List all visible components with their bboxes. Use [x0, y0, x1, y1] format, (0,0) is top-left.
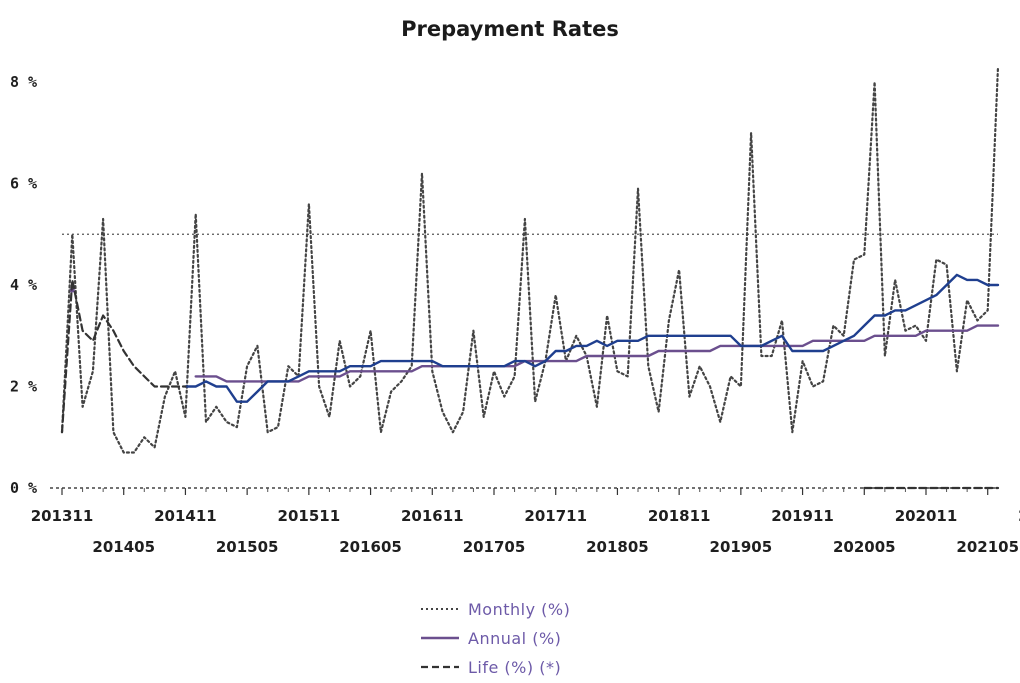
x-tick-label-upper: 201911 [771, 507, 834, 525]
x-tick-label-lower: 201705 [463, 538, 526, 556]
x-tick-label-lower: 201405 [92, 538, 155, 556]
x-tick-label-upper: 201611 [401, 507, 464, 525]
series-line-life [60, 278, 187, 434]
x-tick-label-upper: 201811 [648, 507, 711, 525]
x-tick-label-lower: 201905 [710, 538, 773, 556]
chart-axes: 0 % 2 % 4 % 6 % 8 % 201311 201411 201511 201611 2… [10, 73, 1020, 556]
x-tick-label-lower: 201605 [339, 538, 402, 556]
x-tick-label-lower: 202105 [956, 538, 1019, 556]
legend-label-life: Life (%) (*) [468, 658, 561, 677]
chart-legend: Monthly (%) Annual (%) Life (%) (*) [421, 600, 570, 677]
y-tick-label: 2 % [10, 378, 37, 396]
chart-series [60, 65, 1000, 490]
x-tick-label-upper: 201311 [31, 507, 94, 525]
y-tick-label: 0 % [10, 479, 37, 497]
legend-label-annual: Annual (%) [468, 629, 561, 648]
x-tick-label-upper: 202011 [895, 507, 958, 525]
x-tick-label-upper: 201711 [524, 507, 587, 525]
x-tick-label-upper: 201511 [278, 507, 341, 525]
x-tick-label-lower: 201505 [216, 538, 279, 556]
x-tick-label-upper: 202111 [1018, 507, 1020, 525]
series-line-monthly [60, 65, 1000, 454]
series-line-annual-blue [184, 273, 1000, 403]
chart-title: Prepayment Rates [401, 17, 619, 41]
y-tick-label: 4 % [10, 276, 37, 294]
legend-label-monthly: Monthly (%) [468, 600, 570, 619]
x-tick-label-upper: 201411 [154, 507, 217, 525]
x-tick-label-lower: 202005 [833, 538, 896, 556]
x-tick-label-lower: 201805 [586, 538, 649, 556]
series-line-annual [194, 324, 1000, 383]
y-tick-label: 8 % [10, 73, 37, 91]
y-tick-label: 6 % [10, 175, 37, 193]
